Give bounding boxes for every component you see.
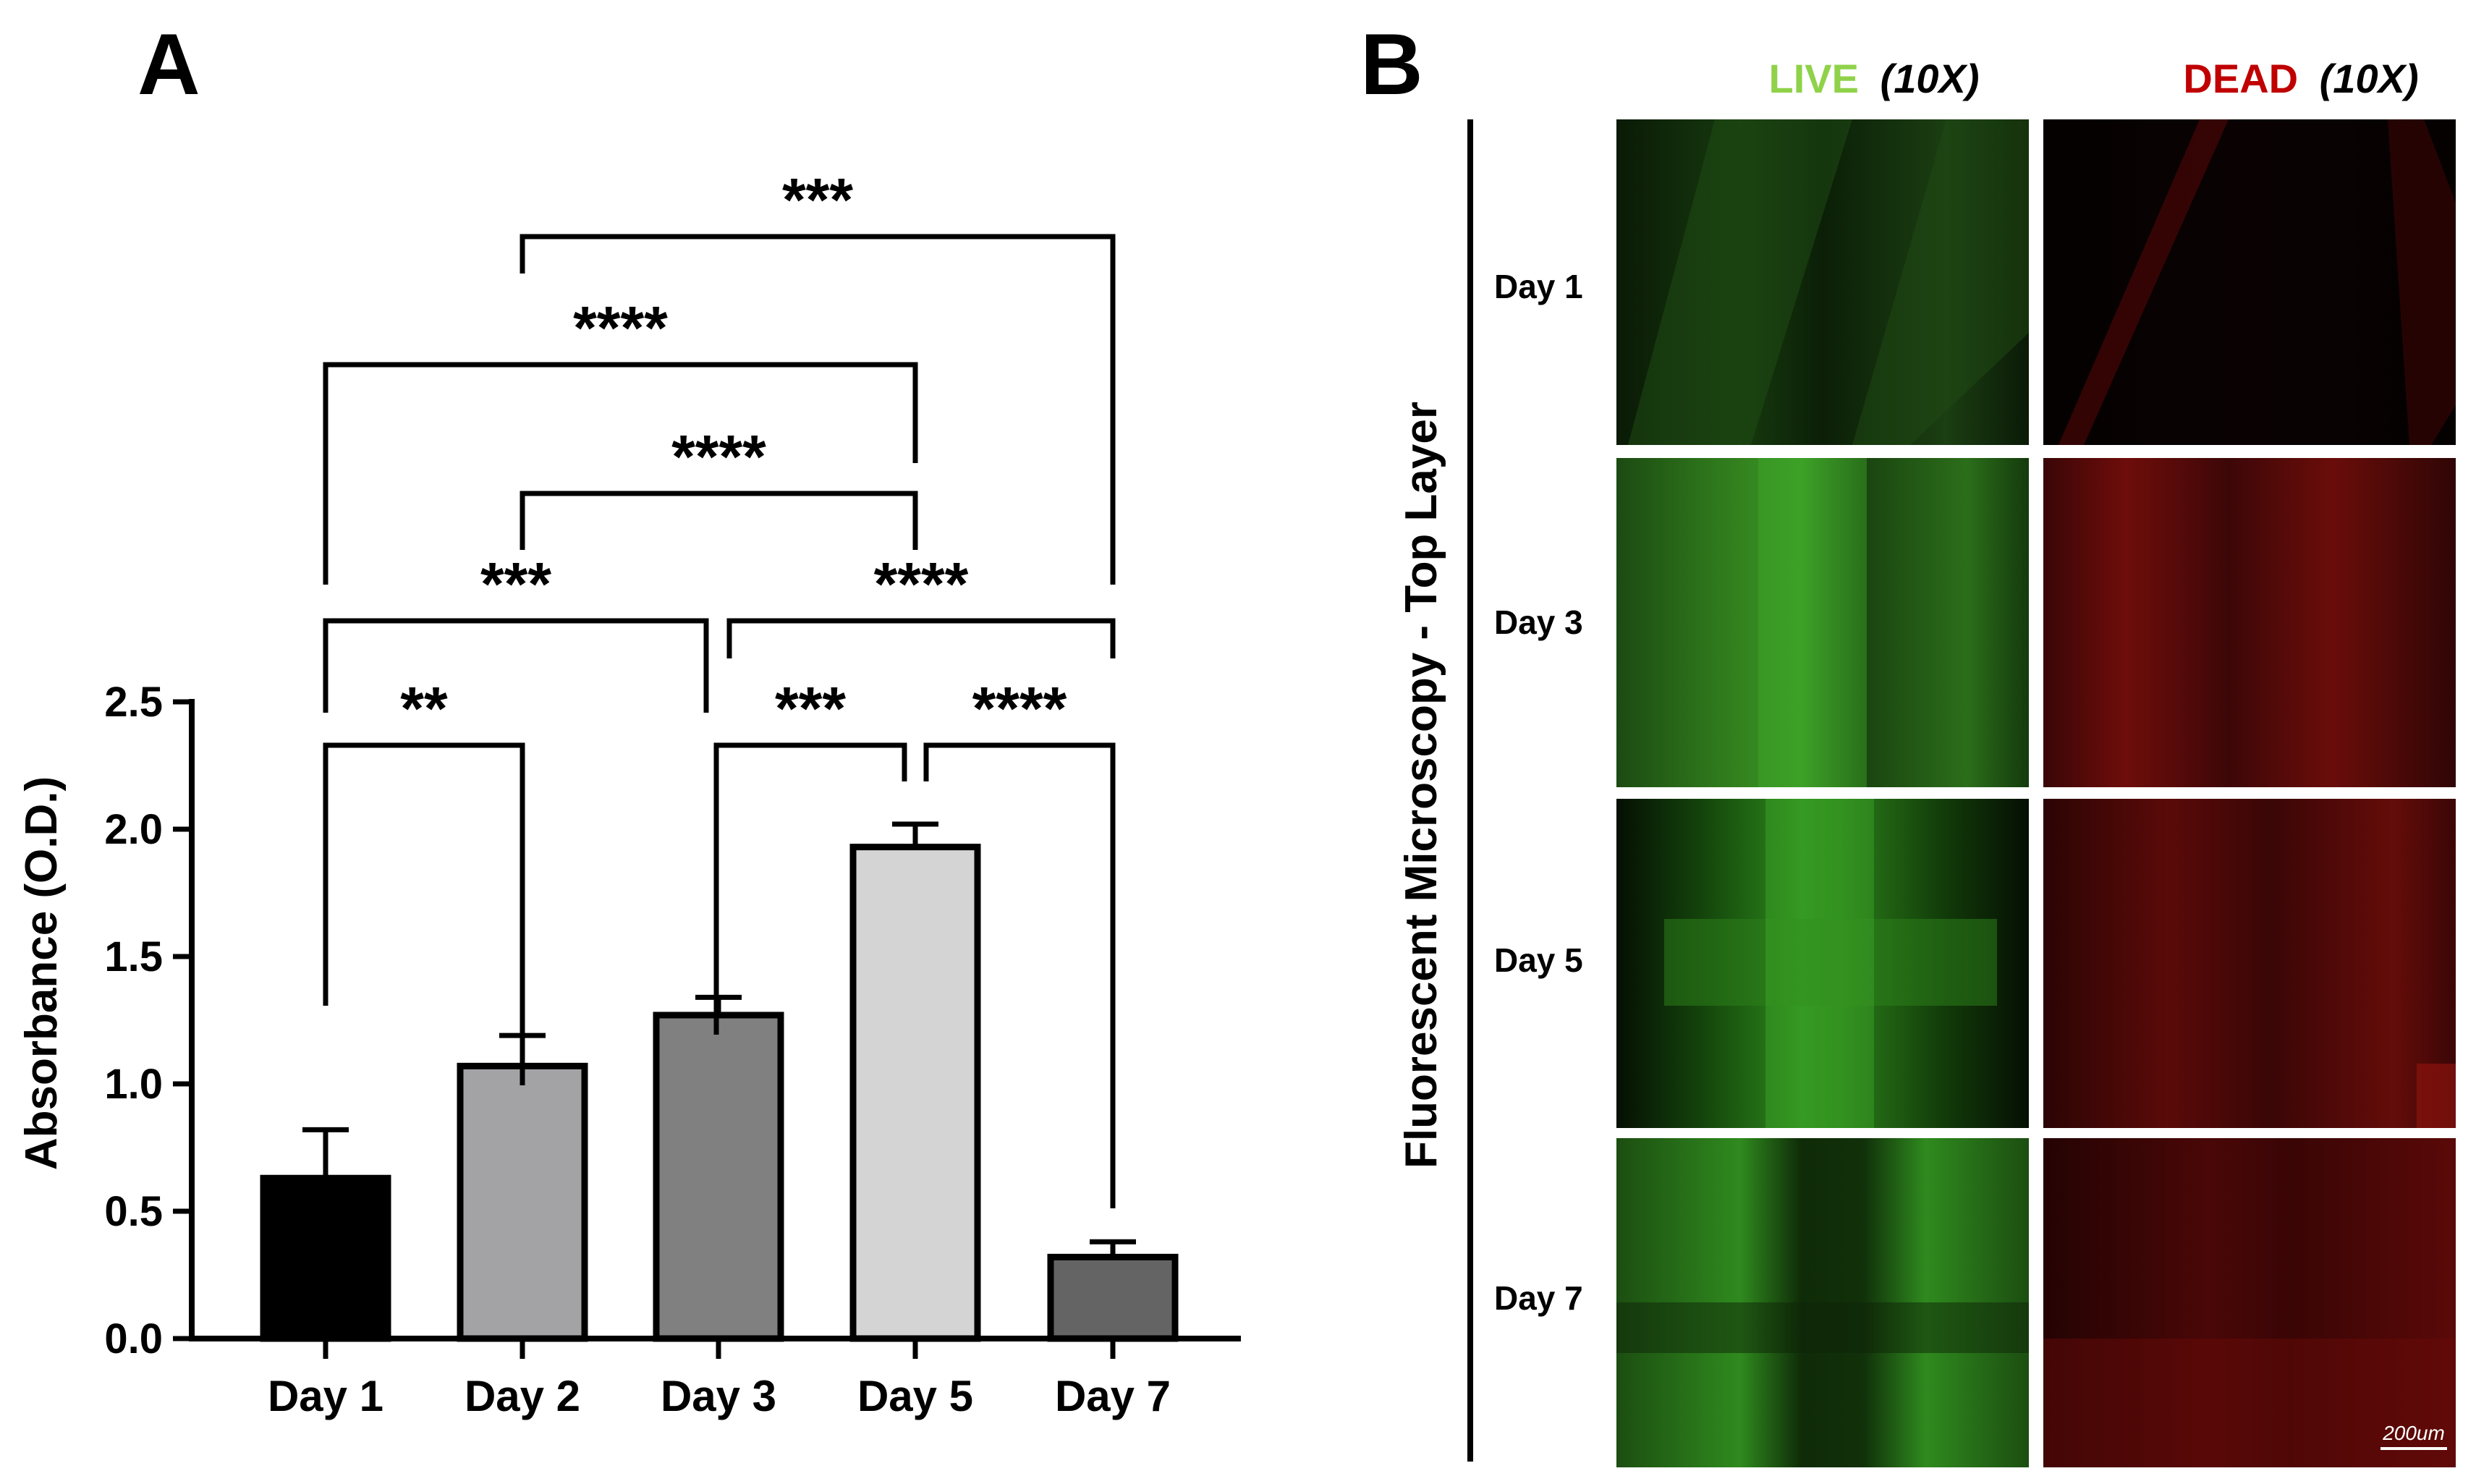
significance-label: ****: [573, 294, 668, 362]
x-tick-label: Day 3: [661, 1372, 776, 1420]
significance-brackets: ** *** ******* ***************: [323, 166, 1116, 1208]
panel-b-label: B: [1360, 16, 1423, 113]
significance-bracket: [323, 618, 709, 713]
y-tick-label: 0.5: [104, 1188, 163, 1235]
panel-b-vertical-title: Fluorescent Microscopy - Top Layer: [1396, 402, 1446, 1169]
significance-label: ***: [775, 674, 846, 742]
dead-micrograph-day-3: [2043, 458, 2456, 787]
y-tick-label: 2.5: [104, 679, 163, 726]
x-tick-label: Day 7: [1055, 1372, 1171, 1420]
significance-bracket: [323, 742, 525, 1085]
live-micrograph-day-5: [1616, 799, 2029, 1128]
y-tick-label: 1.0: [104, 1061, 163, 1108]
y-tick-label: 0.0: [104, 1315, 163, 1362]
bar: [653, 1012, 784, 1342]
significance-label: ****: [874, 550, 969, 618]
dead-stain-label: DEAD: [2183, 56, 2298, 101]
dead-micrograph-day-7: [2043, 1138, 2456, 1467]
y-tick-label: 1.5: [104, 933, 163, 980]
y-axis-label: Absorbance (O.D.): [17, 776, 67, 1170]
live-micrograph-day-7: [1616, 1138, 2029, 1467]
x-tick-label: Day 2: [465, 1372, 580, 1420]
x-tick-label: Day 1: [268, 1372, 383, 1420]
live-micrograph-day-1: [1616, 119, 2029, 445]
dead-micrograph-day-5: [2043, 799, 2456, 1128]
row-label-day-5: Day 5: [1494, 941, 1583, 979]
row-label-day-3: Day 3: [1494, 603, 1583, 641]
bar: [457, 1062, 588, 1342]
significance-label: ***: [782, 166, 853, 234]
scale-bar-label: 200um: [2382, 1422, 2445, 1444]
live-mag-label: (10X): [1881, 56, 1980, 101]
y-tick-label: 2.0: [104, 806, 163, 853]
live-stain-label: LIVE: [1769, 56, 1859, 101]
significance-bracket: [520, 491, 918, 550]
x-tick-label: Day 5: [857, 1372, 973, 1420]
significance-bracket: [923, 742, 1116, 1208]
significance-label: ****: [972, 674, 1067, 742]
row-label-day-1: Day 1: [1494, 268, 1583, 305]
significance-bracket: [520, 234, 1116, 585]
dead-micrograph-day-1: [2043, 119, 2456, 445]
axes: 0.0 0.5 1.0 1.5 2.0 2.5 Day 1 Day 2 Day 3 Day 5 Da…: [104, 679, 1241, 1420]
bar: [1047, 1253, 1179, 1342]
significance-label: **: [400, 674, 448, 742]
bar: [260, 1174, 391, 1342]
dead-column-header: DEAD (10X): [2183, 56, 2418, 101]
significance-bracket: [726, 618, 1116, 658]
live-column-header: LIVE (10X): [1769, 56, 1980, 101]
dead-mag-label: (10X): [2320, 56, 2419, 101]
significance-label: ****: [671, 423, 766, 491]
live-micrograph-day-3: [1616, 458, 2029, 787]
significance-bracket: [713, 742, 907, 1035]
significance-label: ***: [480, 550, 551, 618]
row-label-day-7: Day 7: [1494, 1279, 1583, 1317]
bar-series: [260, 821, 1179, 1342]
panel-a-label: A: [137, 16, 200, 113]
significance-bracket: [323, 362, 918, 585]
bar: [849, 844, 981, 1342]
